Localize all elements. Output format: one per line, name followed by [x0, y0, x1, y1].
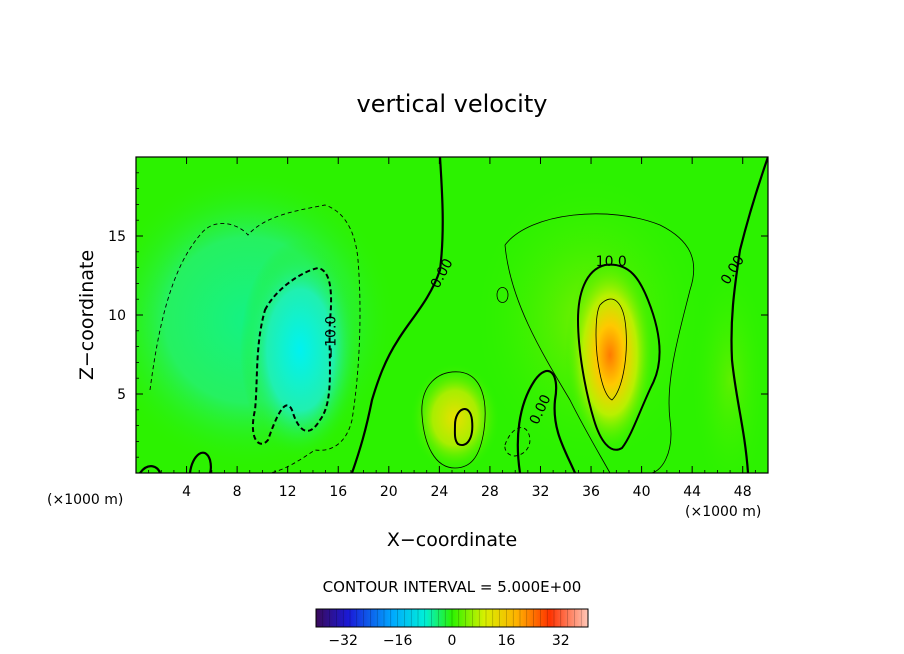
x-tick-label: 16 [329, 484, 347, 500]
colorbar-ticks: −32 −16 0 16 32 [328, 633, 569, 649]
y-axis-label: Z−coordinate [76, 250, 98, 380]
contour-10-secondary [453, 408, 474, 446]
y-tick-label: 5 [117, 387, 126, 403]
contour-neg5-blob [504, 427, 531, 457]
y-tick-label: 10 [108, 308, 126, 324]
colorbar-tick-label: 32 [552, 633, 570, 649]
y-tick-label: 15 [108, 229, 126, 245]
contour-label: −10.0 [324, 316, 340, 359]
colorbar-tick-label: −32 [328, 633, 358, 649]
y-axis-ticks: 5 10 15 [108, 172, 768, 458]
x-tick-label: 28 [481, 484, 499, 500]
contour-label: 10.0 [596, 254, 627, 270]
contour-zero-blob-2 [139, 465, 162, 473]
x-tick-label: 36 [582, 484, 600, 500]
x-tick-label: 40 [633, 484, 651, 500]
x-tick-label: 24 [430, 484, 448, 500]
x-tick-label: 20 [380, 484, 398, 500]
x-tick-label: 4 [182, 484, 191, 500]
contour-zero-center [350, 157, 444, 473]
updraft-core [565, 255, 655, 455]
contour-neg10-downdraft [251, 266, 333, 445]
updraft-edge [690, 260, 768, 473]
contour-zero-inner [516, 369, 577, 473]
contour-5-secondary [421, 371, 486, 469]
contour-10-updraft [576, 263, 661, 451]
contour-5-updraft [504, 213, 694, 473]
contour-15-updraft [595, 298, 627, 401]
contour-neg5-downdraft [149, 204, 361, 473]
chart-title: vertical velocity [357, 90, 548, 118]
colorbar-tick-label: 0 [448, 633, 457, 649]
x-tick-label: 32 [532, 484, 550, 500]
colorbar-tick-label: −16 [383, 633, 413, 649]
contour-zero-blob-1 [188, 451, 212, 473]
x-axis-label: X−coordinate [387, 529, 517, 551]
x-unit-left: (×1000 m) [47, 492, 123, 508]
x-tick-label: 44 [683, 484, 701, 500]
colorbar-stripes [322, 609, 582, 627]
x-axis-ticks: 4 8 12 16 20 24 28 32 36 40 44 48 [148, 157, 756, 500]
contour-updraft-small [496, 287, 509, 303]
x-tick-label: 12 [279, 484, 297, 500]
contour-zero-right [730, 157, 768, 473]
colorbar-tick-label: 16 [497, 633, 515, 649]
x-tick-label: 48 [734, 484, 752, 500]
colorbar: −32 −16 0 16 32 [315, 608, 589, 649]
contour-interval-text: CONTOUR INTERVAL = 5.000E+00 [323, 578, 582, 596]
downdraft-core [240, 240, 360, 460]
x-unit-right: (×1000 m) [685, 504, 761, 520]
x-tick-label: 8 [233, 484, 242, 500]
